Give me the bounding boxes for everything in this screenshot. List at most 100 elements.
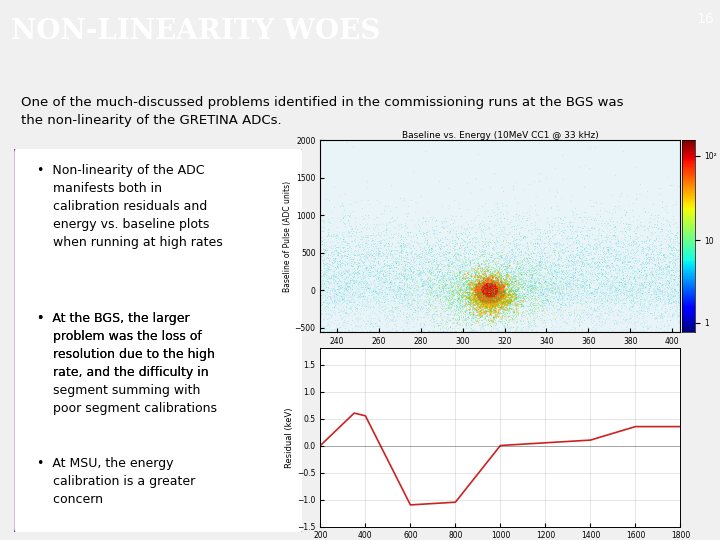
Point — [665, 278, 676, 286]
Point — [465, 282, 477, 291]
Point — [549, 308, 560, 317]
Point — [508, 240, 520, 248]
Point — [484, 225, 495, 233]
Point — [509, 282, 521, 291]
Point — [322, 264, 333, 273]
Point — [498, 294, 509, 302]
Point — [333, 252, 344, 260]
Point — [456, 313, 467, 321]
Point — [459, 306, 470, 315]
Point — [515, 289, 526, 298]
Point — [443, 326, 454, 334]
Point — [403, 299, 415, 308]
Point — [482, 294, 494, 302]
Point — [464, 268, 475, 277]
Point — [555, 308, 567, 316]
Point — [600, 303, 612, 312]
Point — [482, 312, 493, 321]
Point — [477, 279, 488, 288]
Point — [603, 264, 615, 272]
Point — [397, 299, 408, 308]
Point — [318, 277, 329, 286]
Point — [477, 280, 488, 289]
Point — [475, 280, 487, 288]
Point — [670, 273, 681, 282]
Point — [337, 285, 348, 294]
Point — [486, 328, 498, 336]
Point — [382, 328, 393, 336]
Point — [484, 295, 495, 303]
Point — [487, 278, 499, 286]
Point — [489, 292, 500, 301]
Point — [463, 284, 474, 292]
Point — [367, 303, 379, 312]
Point — [426, 312, 438, 321]
Point — [588, 292, 600, 301]
Point — [650, 278, 662, 287]
Point — [654, 286, 666, 295]
Point — [504, 327, 516, 336]
Point — [672, 279, 684, 288]
Point — [501, 286, 513, 294]
Point — [512, 240, 523, 248]
Point — [494, 284, 505, 292]
Text: •  At the BGS, the larger
    problem was the loss of
    resolution due to the : • At the BGS, the larger problem was the… — [37, 312, 215, 397]
Point — [525, 292, 536, 300]
Point — [406, 271, 418, 279]
Point — [516, 271, 527, 280]
Point — [580, 208, 592, 217]
Point — [667, 251, 678, 260]
Point — [432, 264, 444, 273]
Point — [474, 297, 486, 306]
Point — [663, 280, 675, 289]
Point — [572, 295, 584, 303]
Point — [420, 293, 431, 301]
Point — [640, 271, 652, 280]
Point — [472, 296, 484, 305]
Point — [532, 293, 544, 301]
Point — [545, 203, 557, 212]
Point — [494, 284, 505, 292]
Point — [516, 328, 528, 336]
Point — [343, 266, 354, 275]
Point — [534, 231, 546, 240]
Point — [477, 271, 488, 279]
Point — [588, 265, 600, 273]
Point — [478, 298, 490, 307]
Point — [369, 289, 380, 298]
Point — [670, 297, 682, 306]
Point — [597, 296, 608, 305]
Point — [550, 287, 562, 295]
Point — [483, 284, 495, 292]
Point — [555, 269, 567, 278]
Point — [318, 293, 330, 301]
Point — [348, 296, 359, 305]
Point — [653, 265, 665, 273]
Point — [573, 266, 585, 275]
Point — [496, 328, 508, 336]
Point — [649, 220, 661, 228]
Point — [496, 281, 508, 289]
Point — [333, 289, 345, 298]
Point — [509, 292, 521, 301]
Point — [582, 259, 593, 267]
Point — [338, 290, 350, 299]
Point — [453, 230, 464, 238]
Point — [335, 294, 346, 303]
Point — [474, 246, 485, 254]
Point — [508, 306, 520, 314]
Point — [532, 265, 544, 274]
Point — [479, 294, 490, 303]
Point — [601, 280, 613, 289]
Point — [476, 275, 487, 284]
Point — [487, 301, 498, 309]
Point — [333, 284, 344, 292]
Point — [399, 266, 410, 274]
Point — [432, 274, 444, 282]
Point — [404, 284, 415, 292]
Point — [468, 258, 480, 267]
Point — [453, 268, 464, 276]
Point — [396, 245, 408, 254]
Point — [520, 216, 531, 225]
Point — [500, 297, 512, 306]
